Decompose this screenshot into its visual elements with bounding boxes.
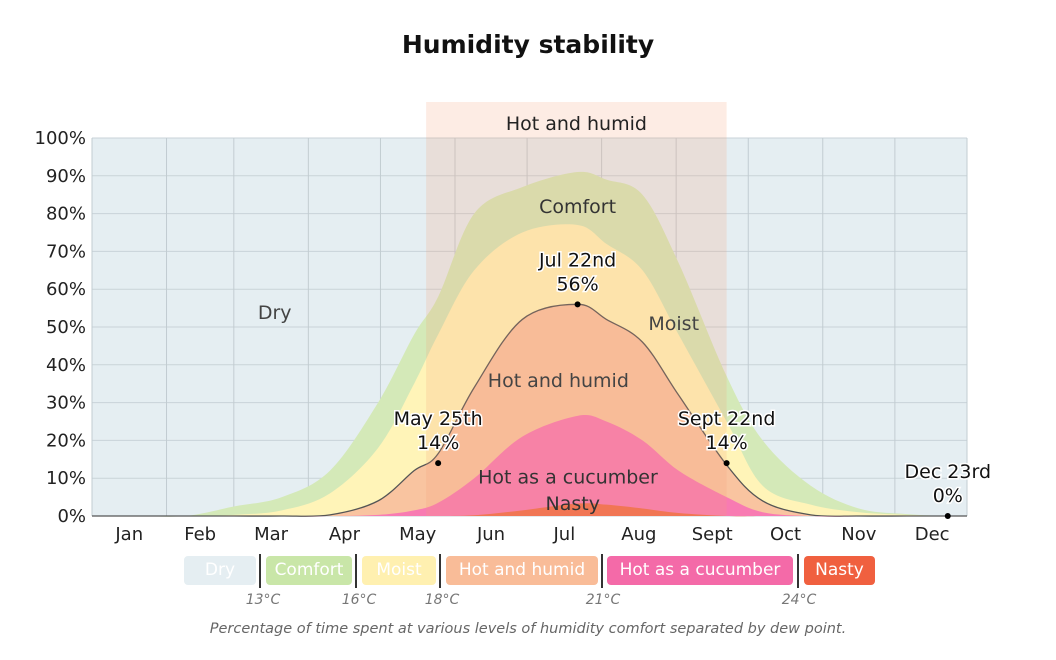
annotation-value: 14% (417, 432, 459, 454)
annotation-date: Sept 22nd (678, 408, 776, 430)
temperature-label: 13°C (245, 592, 281, 608)
x-tick-label: Dec (915, 524, 950, 545)
region-label-moist: Moist (648, 313, 699, 335)
region-label-hot-and-humid: Hot and humid (488, 370, 629, 392)
temperature-label: 16°C (341, 592, 377, 608)
annotation-date: May 25th (394, 408, 483, 430)
highlight-band-rect (426, 102, 727, 516)
region-label-hot-as-a-cucumber: Hot as a cucumber (478, 466, 658, 488)
legend-item-comfort: Comfort (266, 556, 352, 585)
legend-separator (259, 554, 261, 588)
legend-item-hot-as-a-cucumber: Hot as a cucumber (607, 556, 793, 585)
annotation-point (435, 460, 442, 467)
x-tick-label: Aug (621, 524, 656, 545)
annotation-value: 56% (556, 273, 598, 295)
legend-item-nasty: Nasty (804, 556, 875, 585)
legend-separator (439, 554, 441, 588)
annotation-date: Jul 22nd (538, 249, 616, 271)
hot-and-humid-line (91, 303, 967, 517)
legend-separator (355, 554, 357, 588)
annotation-point (944, 513, 951, 519)
area-hot-as-a-cucumber (92, 415, 967, 517)
highlight-band: Hot and humid (426, 102, 727, 516)
x-tick-label: Nov (841, 524, 876, 545)
x-tick-label: Oct (770, 524, 801, 545)
area-hot-and-humid (92, 304, 967, 517)
y-tick-label: 40% (46, 355, 86, 376)
x-tick-label: Jan (114, 524, 143, 545)
x-tick-label: Jun (476, 524, 505, 545)
y-tick-label: 80% (46, 204, 86, 225)
x-tick-label: Apr (329, 524, 361, 545)
x-tick-label: Mar (254, 524, 289, 545)
temperature-label: 24°C (781, 592, 817, 608)
axes: 0% 10% 20% 30% 40% 50% 60% 70% 80% 90% 100% Jan Feb M… (35, 128, 950, 545)
legend-separator (797, 554, 799, 588)
x-tick-label: May (399, 524, 437, 545)
y-tick-label: 50% (46, 317, 86, 338)
y-tick-label: 10% (46, 468, 86, 489)
y-tick-label: 60% (46, 279, 86, 300)
y-tick-label: 20% (46, 430, 86, 451)
x-tick-label: Jul (552, 524, 575, 545)
highlight-band-label: Hot and humid (506, 113, 647, 135)
x-tick-label: Feb (184, 524, 216, 545)
annotation-value: 14% (705, 432, 747, 454)
annotation-point (574, 301, 581, 308)
chart-title: Humidity stability (401, 30, 655, 59)
chart-caption: Percentage of time spent at various leve… (209, 621, 847, 637)
legend-item-dry: Dry (184, 556, 256, 585)
temperature-label: 18°C (424, 592, 460, 608)
legend: Dry Comfort Moist Hot and humid Hot as a… (0, 554, 1056, 590)
y-tick-label: 70% (46, 241, 86, 262)
area-series (91, 171, 967, 517)
region-label-comfort: Comfort (539, 196, 616, 218)
region-labels: Dry Comfort Moist Hot and humid Hot as a cuc… (258, 196, 699, 515)
legend-item-hot-and-humid: Hot and humid (446, 556, 598, 585)
area-nasty (92, 503, 967, 517)
y-tick-label: 100% (35, 128, 86, 149)
annotation-point (723, 460, 730, 467)
y-tick-label: 90% (46, 166, 86, 187)
annotation-date: Dec 23rd (905, 461, 992, 483)
region-label-nasty: Nasty (546, 493, 600, 515)
legend-item-moist: Moist (362, 556, 436, 585)
legend-separator (601, 554, 603, 588)
temperature-label: 21°C (585, 592, 621, 608)
y-tick-label: 0% (57, 506, 86, 527)
humidity-chart: Hot and humid 0% 10% 20% 30% 40% 50% 60% 70% 80%… (35, 102, 993, 545)
x-tick-label: Sept (692, 524, 733, 545)
y-tick-label: 30% (46, 393, 86, 414)
annotation-value: 0% (933, 485, 963, 507)
region-label-dry: Dry (258, 302, 292, 324)
